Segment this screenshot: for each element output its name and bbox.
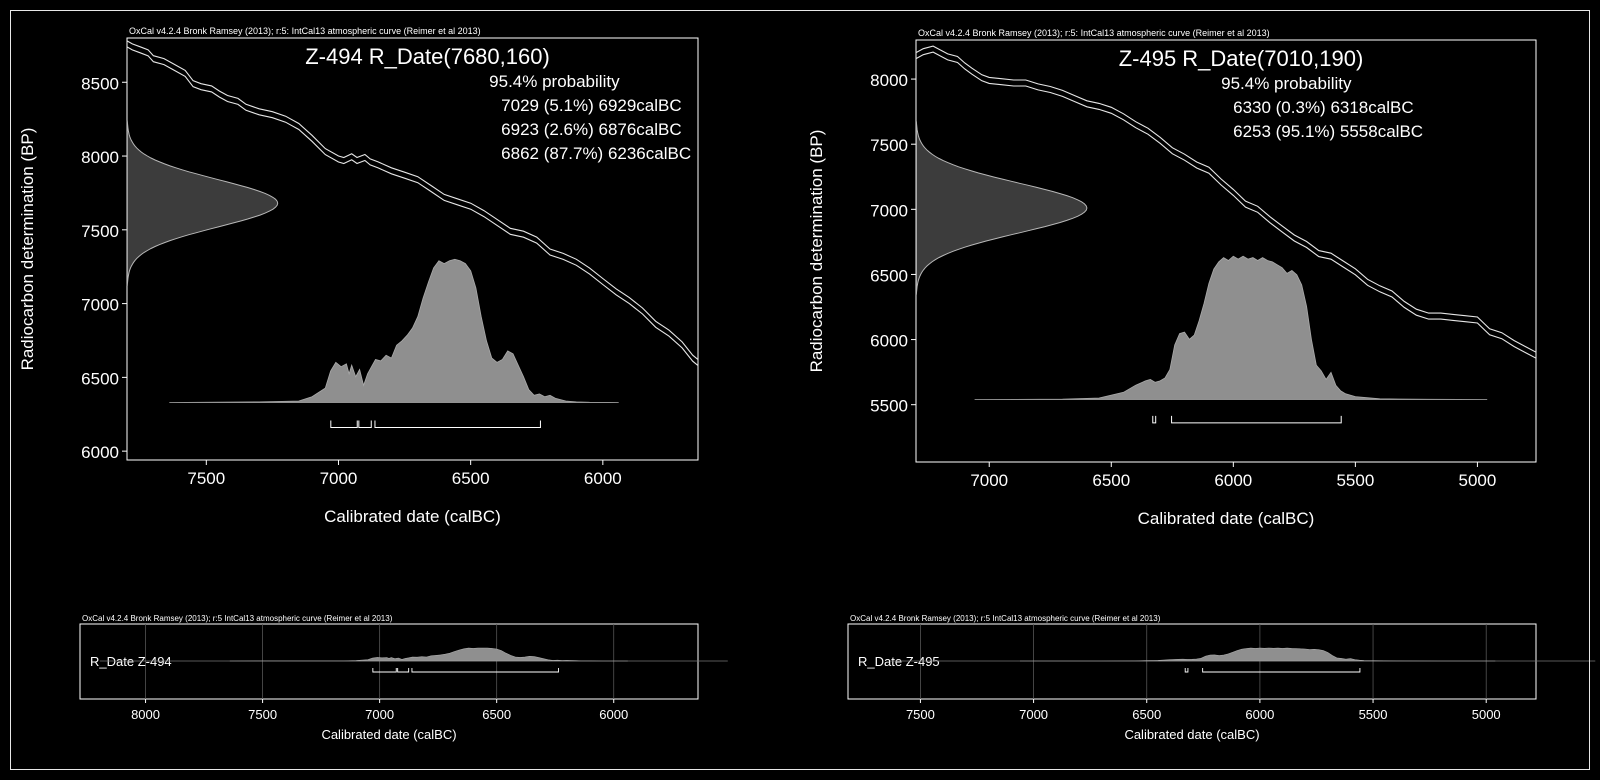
probability-label: 95.4% probability (1221, 74, 1352, 93)
range-annotation: 6330 (0.3%) 6318calBC (1233, 98, 1414, 117)
calibration-curve-line-2 (915, 51, 1537, 359)
posterior-distribution (229, 647, 628, 662)
y-tick-label: 6500 (81, 369, 119, 388)
range-annotation: 7029 (5.1%) 6929calBC (501, 96, 682, 115)
x-tick-label: 6500 (1092, 471, 1130, 490)
x-axis-label: Calibrated date (calBC) (1124, 727, 1259, 742)
y-tick-label: 6500 (870, 266, 908, 285)
y-tick-label: 8000 (870, 71, 908, 90)
calibration-curve-line-1 (126, 40, 699, 361)
range-annotation: 6253 (95.1%) 5558calBC (1233, 122, 1423, 141)
x-axis-label: Calibrated date (calBC) (321, 727, 456, 742)
posterior-distribution (1020, 647, 1496, 662)
plot-frame (847, 623, 1537, 700)
x-axis-label: Calibrated date (calBC) (324, 507, 501, 526)
y-tick-label: 8000 (81, 148, 119, 167)
x-tick-label: 7500 (187, 469, 225, 488)
range-bracket-2 (397, 668, 410, 673)
sample-label: R_Date Z-495 (858, 654, 940, 669)
calibration-curve-line-2 (126, 46, 699, 367)
range-annotation: 6862 (87.7%) 6236calBC (501, 144, 691, 163)
x-tick-label: 6000 (1214, 471, 1252, 490)
x-tick-label: 6500 (482, 707, 511, 722)
x-tick-label: 7500 (248, 707, 277, 722)
range-bracket-2 (1202, 668, 1361, 673)
y-tick-label: 6000 (870, 332, 908, 351)
y-axis-label: Radiocarbon determination (BP) (807, 130, 826, 373)
range-bracket-1 (1184, 668, 1189, 673)
radiocarbon-gaussian (126, 120, 279, 286)
x-tick-label: 7500 (906, 707, 935, 722)
y-axis-label: Radiocarbon determination (BP) (18, 128, 37, 371)
chart-title: Z-495 R_Date(7010,190) (1119, 46, 1364, 71)
y-tick-label: 7500 (870, 136, 908, 155)
x-tick-label: 7000 (365, 707, 394, 722)
x-tick-label: 7000 (1019, 707, 1048, 722)
chart-panel-1: OxCal v4.2.4 Bronk Ramsey (2013); r:5: I… (18, 26, 699, 526)
y-tick-label: 8500 (81, 74, 119, 93)
range-bracket-1 (330, 420, 358, 429)
x-tick-label: 6000 (1245, 707, 1274, 722)
posterior-distribution (974, 255, 1488, 400)
x-tick-label: 5000 (1459, 471, 1497, 490)
radiocarbon-gaussian (915, 121, 1088, 295)
x-tick-label: 6000 (599, 707, 628, 722)
sample-label: R_Date Z-494 (90, 654, 172, 669)
oxcal-header: OxCal v4.2.4 Bronk Ramsey (2013); r:5: I… (129, 26, 481, 36)
range-bracket-1 (372, 668, 397, 673)
range-annotation: 6923 (2.6%) 6876calBC (501, 120, 682, 139)
chart-title: Z-494 R_Date(7680,160) (305, 44, 550, 69)
chart-panel-2: OxCal v4.2.4 Bronk Ramsey (2013); r:5: I… (807, 28, 1537, 528)
x-tick-label: 5500 (1336, 471, 1374, 490)
range-bracket-3 (411, 668, 559, 673)
range-bracket-1 (1152, 415, 1157, 424)
multiplot-panel-2: OxCal v4.2.4 Bronk Ramsey (2013); r:5 In… (847, 614, 1596, 742)
y-tick-label: 7000 (870, 201, 908, 220)
posterior-distribution (169, 258, 619, 403)
y-tick-label: 6000 (81, 443, 119, 462)
x-tick-label: 7000 (970, 471, 1008, 490)
oxcal-header: OxCal v4.2.4 Bronk Ramsey (2013); r:5 In… (850, 614, 1161, 623)
range-bracket-2 (1171, 415, 1342, 424)
y-tick-label: 7500 (81, 222, 119, 241)
x-tick-label: 6000 (584, 469, 622, 488)
x-tick-label: 7000 (320, 469, 358, 488)
x-tick-label: 8000 (131, 707, 160, 722)
oxcal-header: OxCal v4.2.4 Bronk Ramsey (2013); r:5 In… (82, 614, 393, 623)
range-bracket-3 (374, 420, 541, 429)
x-tick-label: 6500 (452, 469, 490, 488)
oxcal-header: OxCal v4.2.4 Bronk Ramsey (2013); r:5: I… (918, 28, 1270, 38)
range-bracket-2 (358, 420, 372, 429)
multiplot-panel-1: OxCal v4.2.4 Bronk Ramsey (2013); r:5 In… (79, 614, 728, 742)
x-axis-label: Calibrated date (calBC) (1138, 509, 1315, 528)
calibration-curve-line-1 (915, 45, 1537, 353)
x-tick-label: 5500 (1359, 707, 1388, 722)
x-tick-label: 6500 (1132, 707, 1161, 722)
x-tick-label: 5000 (1472, 707, 1501, 722)
y-tick-label: 5500 (870, 397, 908, 416)
plot-frame (79, 623, 699, 700)
probability-label: 95.4% probability (489, 72, 620, 91)
y-tick-label: 7000 (81, 296, 119, 315)
